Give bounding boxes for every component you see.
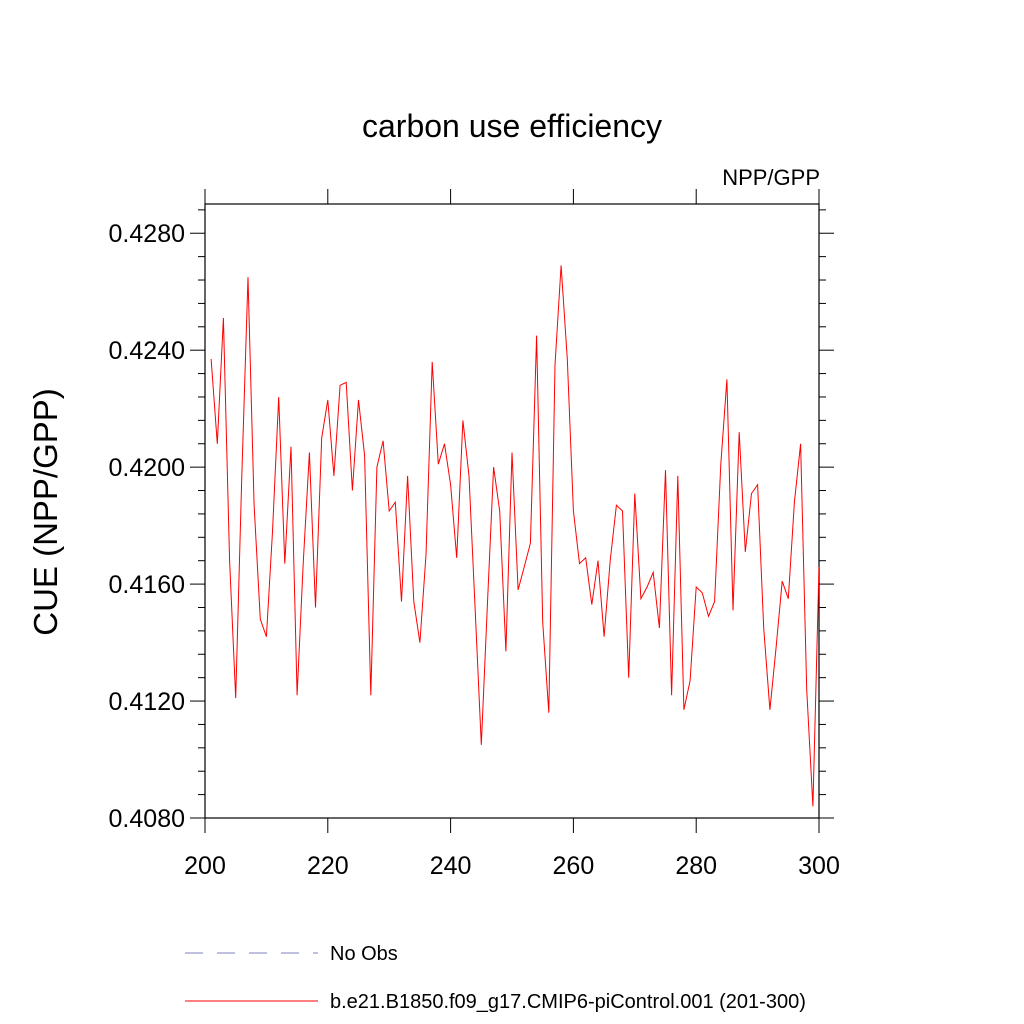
y-tick-label: 0.4240	[109, 337, 185, 365]
legend: No Obs b.e21.B1850.f09_g17.CMIP6-piContro…	[185, 943, 806, 1013]
chart-title: carbon use efficiency	[362, 108, 662, 144]
y-tick-label: 0.4280	[109, 220, 185, 248]
x-tick-label: 280	[675, 852, 717, 880]
x-tick-label: 220	[307, 852, 349, 880]
y-tick-label: 0.4080	[109, 805, 185, 833]
y-tick-label: 0.4120	[109, 688, 185, 716]
plot-frame	[204, 203, 820, 819]
y-tick-label: 0.4160	[109, 571, 185, 599]
series-line	[210, 265, 819, 807]
axis-tick-labels: 0.4080 0.4120 0.4160 0.4200 0.4240 0.4280 200 2…	[109, 220, 840, 880]
legend-label: No Obs	[330, 943, 398, 965]
y-axis-label: CUE (NPP/GPP)	[27, 388, 64, 636]
axis-ticks	[190, 189, 834, 833]
x-tick-label: 300	[798, 852, 840, 880]
y-tick-label: 0.4200	[109, 454, 185, 482]
x-tick-label: 240	[430, 852, 472, 880]
x-tick-label: 260	[553, 852, 595, 880]
plot-axes	[204, 203, 820, 819]
legend-label: b.e21.B1850.f09_g17.CMIP6-piControl.001 …	[330, 991, 806, 1013]
x-tick-label: 200	[184, 852, 226, 880]
plot-area	[210, 265, 819, 807]
chart-subtitle: NPP/GPP	[722, 165, 820, 190]
